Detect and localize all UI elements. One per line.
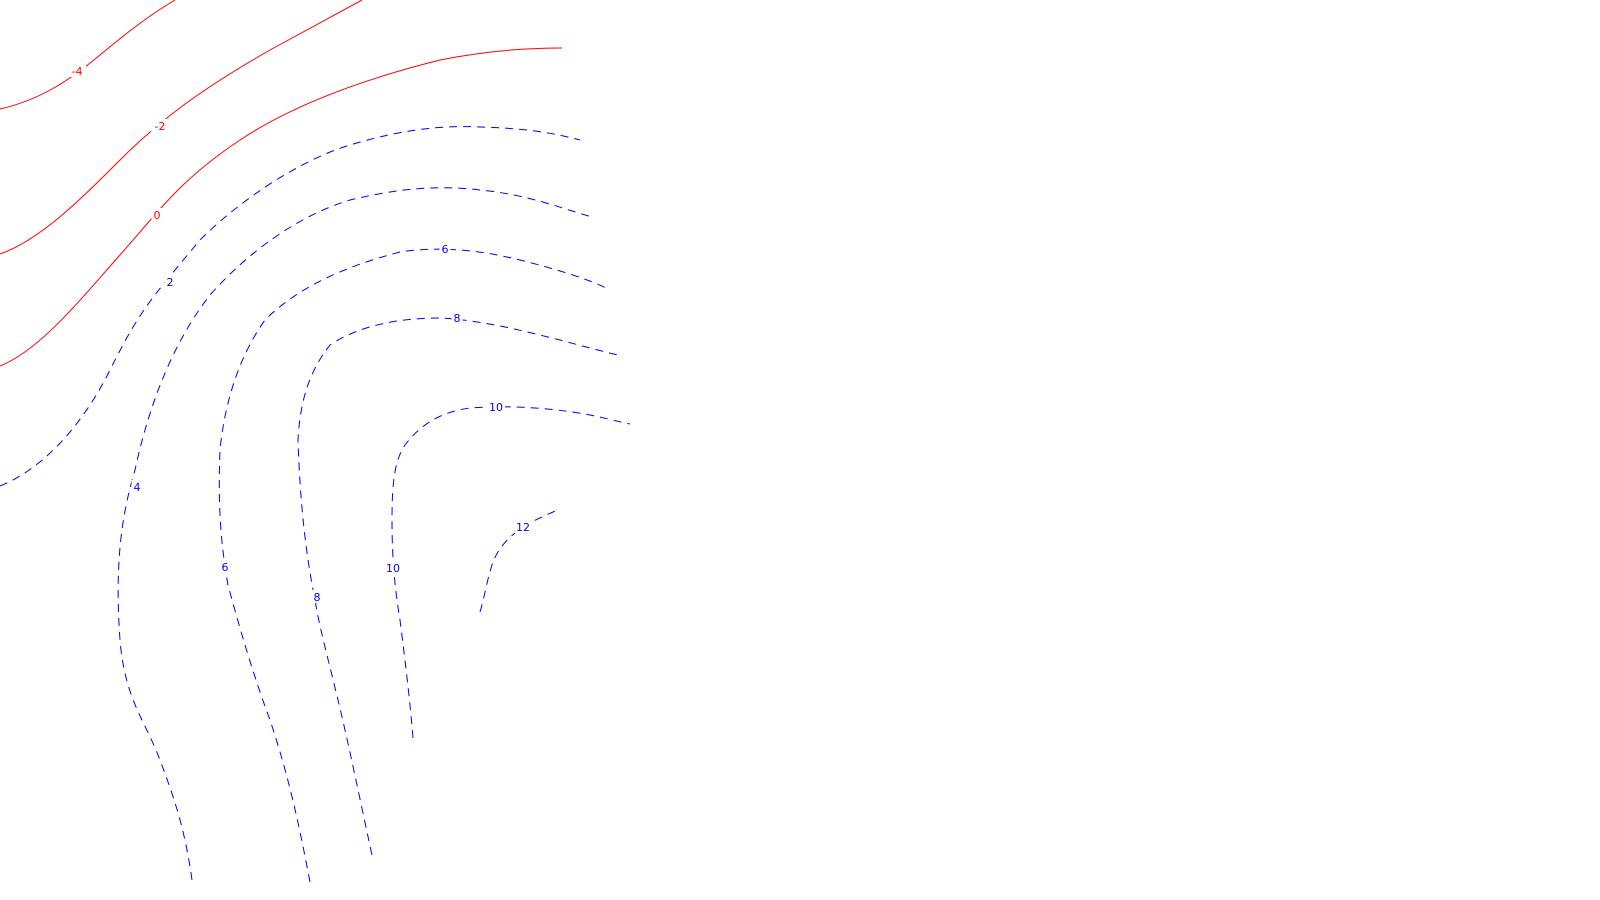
contour-label-10: 10 bbox=[386, 562, 400, 575]
contour-label-2: 2 bbox=[167, 276, 174, 289]
contour-line-0-0 bbox=[0, 47, 563, 367]
contour-line-10-0 bbox=[391, 406, 631, 739]
contour-labels: -4 -2 0 2 4 6 6 8 8 10 10 12 bbox=[68, 64, 532, 604]
contour-label-bg bbox=[487, 400, 505, 413]
contour-label-12: 12 bbox=[516, 521, 530, 534]
contour-label-bg bbox=[68, 64, 86, 77]
contour-label-6: 6 bbox=[222, 561, 229, 574]
contour-label-neg4: -4 bbox=[72, 65, 83, 78]
contour-label-bg bbox=[514, 520, 532, 533]
contour-label-8: 8 bbox=[314, 591, 321, 604]
contour-label-0: 0 bbox=[154, 209, 161, 222]
contour-label-bg bbox=[439, 242, 451, 255]
contour-label-bg bbox=[151, 208, 163, 221]
contour-lines bbox=[0, 0, 631, 883]
contour-line-neg2-0 bbox=[0, 0, 363, 255]
contour-label-bg bbox=[151, 119, 169, 132]
contour-line-2-0 bbox=[0, 126, 581, 487]
contour-label-bg bbox=[219, 560, 231, 573]
contour-line-4-0 bbox=[117, 187, 593, 881]
contour-label-bg bbox=[131, 480, 143, 493]
contour-label-4: 4 bbox=[134, 481, 141, 494]
contour-line-6-0 bbox=[218, 248, 607, 883]
contour-label-neg2: -2 bbox=[155, 120, 166, 133]
contour-label-8: 8 bbox=[454, 312, 461, 325]
contour-line-12-0 bbox=[479, 509, 559, 613]
contour-label-bg bbox=[311, 590, 323, 603]
contour-label-6: 6 bbox=[442, 243, 449, 256]
contour-label-bg bbox=[451, 311, 463, 324]
contour-line-neg4-0 bbox=[0, 0, 176, 110]
contour-label-bg bbox=[164, 275, 176, 288]
contour-label-bg bbox=[384, 561, 402, 574]
contour-label-10: 10 bbox=[489, 401, 503, 414]
contour-line-8-0 bbox=[297, 317, 619, 856]
